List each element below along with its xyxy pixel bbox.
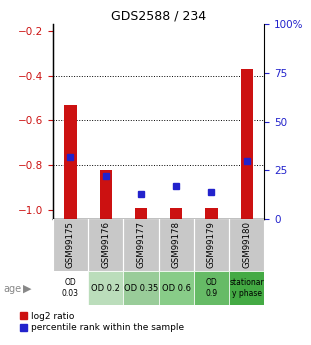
Bar	[194, 271, 229, 305]
Legend: log2 ratio, percentile rank within the sample: log2 ratio, percentile rank within the s…	[20, 312, 184, 332]
Bar	[159, 271, 194, 305]
Text: GSM99180: GSM99180	[242, 221, 251, 268]
Text: age: age	[3, 284, 21, 294]
Text: OD 0.2: OD 0.2	[91, 284, 120, 293]
Bar	[241, 69, 253, 219]
Text: GSM99176: GSM99176	[101, 221, 110, 268]
Bar	[123, 271, 159, 305]
Text: OD 0.35: OD 0.35	[124, 284, 158, 293]
Text: OD
0.9: OD 0.9	[206, 278, 217, 298]
Bar	[229, 271, 264, 305]
Text: ▶: ▶	[23, 284, 32, 294]
Bar	[205, 208, 218, 219]
Bar	[53, 219, 88, 271]
Bar	[170, 208, 183, 219]
Bar	[88, 271, 123, 305]
Text: GSM99177: GSM99177	[137, 221, 146, 268]
Text: GSM99179: GSM99179	[207, 221, 216, 268]
Bar	[53, 271, 88, 305]
Text: stationar
y phase: stationar y phase	[229, 278, 264, 298]
Bar	[88, 219, 123, 271]
Title: GDS2588 / 234: GDS2588 / 234	[111, 10, 206, 23]
Text: OD 0.6: OD 0.6	[162, 284, 191, 293]
Bar	[135, 208, 147, 219]
Bar	[64, 105, 77, 219]
Bar	[159, 219, 194, 271]
Text: OD
0.03: OD 0.03	[62, 278, 79, 298]
Bar	[100, 170, 112, 219]
Bar	[229, 219, 264, 271]
Bar	[123, 219, 159, 271]
Text: GSM99178: GSM99178	[172, 221, 181, 268]
Text: GSM99175: GSM99175	[66, 221, 75, 268]
Bar	[194, 219, 229, 271]
